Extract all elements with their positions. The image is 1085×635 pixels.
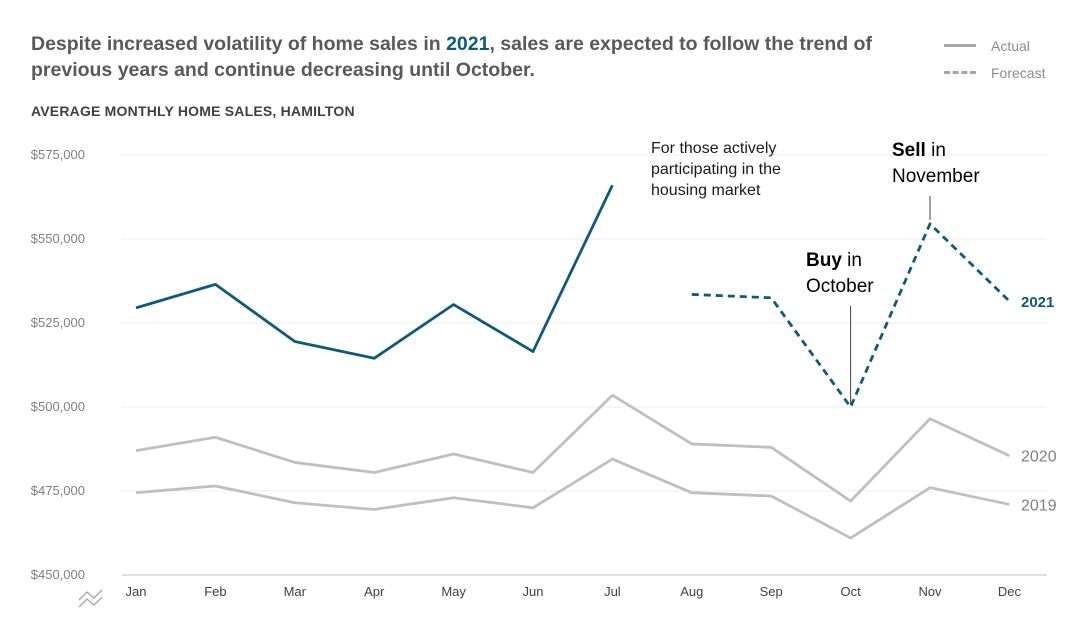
- legend-item-forecast: Forecast: [944, 59, 1045, 86]
- series-2020-label: 2020: [1021, 449, 1057, 466]
- gridlines: [122, 154, 1047, 576]
- series-2021-actual-line: [135, 184, 614, 360]
- annotation-sell-line-2: November: [892, 166, 980, 187]
- x-tick-label-aug: Aug: [680, 584, 703, 599]
- legend-label-actual: Actual: [991, 37, 1030, 54]
- axis-break-icon: [78, 589, 103, 608]
- series-2020-line: [135, 393, 1010, 503]
- x-tick-label-jul: Jul: [604, 584, 621, 599]
- chart-subtitle: AVERAGE MONTHLY HOME SALES, HAMILTON: [31, 103, 355, 119]
- annotation-participating-line-2: participating in the: [651, 161, 781, 178]
- y-tick-label: $500,000: [31, 399, 85, 414]
- y-tick-label: $475,000: [31, 483, 85, 498]
- x-axis: Jan Feb Mar Apr May Jun Jul Aug Sep Oct Nov Dec: [126, 584, 1022, 599]
- annotation-participating-line-3: housing market: [651, 182, 761, 199]
- y-tick-label: $575,000: [31, 147, 85, 162]
- x-tick-label-oct: Oct: [840, 584, 861, 599]
- chart-title: Despite increased volatility of home sal…: [31, 31, 891, 83]
- title-part-1: Despite increased volatility of home sal…: [31, 33, 447, 55]
- x-tick-label-dec: Dec: [998, 584, 1022, 599]
- series-lines: [135, 184, 1011, 540]
- x-tick-label-sep: Sep: [760, 584, 783, 599]
- annotation-sell-line-1: Sell in: [892, 140, 946, 161]
- series-labels: 2021 2020 2019: [1021, 294, 1057, 514]
- x-tick-label-mar: Mar: [284, 584, 307, 599]
- legend-item-actual: Actual: [944, 32, 1045, 59]
- legend-dashed-line-icon: [944, 71, 976, 74]
- annotation-buy-bold: Buy: [806, 250, 842, 271]
- x-tick-label-apr: Apr: [364, 584, 385, 599]
- annotation-buy-line-2: October: [806, 276, 874, 297]
- y-axis: $450,000 $475,000 $500,000 $525,000 $550,000…: [31, 147, 85, 582]
- legend-solid-line-icon: [944, 44, 976, 47]
- annotation-buy-rest: in: [842, 250, 862, 271]
- series-2021-label: 2021: [1021, 294, 1054, 311]
- annotations: For those actively participating in the ho…: [651, 140, 980, 405]
- title-highlight-year: 2021: [446, 33, 490, 55]
- legend-label-forecast: Forecast: [991, 64, 1046, 81]
- y-tick-label: $525,000: [31, 315, 85, 330]
- annotation-buy-line-1: Buy in: [806, 250, 862, 271]
- legend: Actual Forecast: [944, 32, 1045, 86]
- x-tick-label-feb: Feb: [204, 584, 226, 599]
- x-tick-label-may: May: [441, 584, 466, 599]
- y-tick-label: $450,000: [31, 567, 85, 582]
- annotation-sell-bold: Sell: [892, 140, 926, 161]
- annotation-participating-line-1: For those actively: [651, 140, 776, 157]
- x-tick-label-jan: Jan: [126, 584, 147, 599]
- title-part-2: , sales are expected to follow the trend…: [31, 33, 872, 81]
- x-tick-label-jun: Jun: [523, 584, 544, 599]
- series-2019-label: 2019: [1021, 497, 1057, 514]
- annotation-sell-rest: in: [926, 140, 946, 161]
- series-2019-line: [135, 457, 1010, 540]
- series-2021-forecast-line: [691, 222, 1011, 409]
- x-tick-label-nov: Nov: [918, 584, 942, 599]
- y-tick-label: $550,000: [31, 231, 85, 246]
